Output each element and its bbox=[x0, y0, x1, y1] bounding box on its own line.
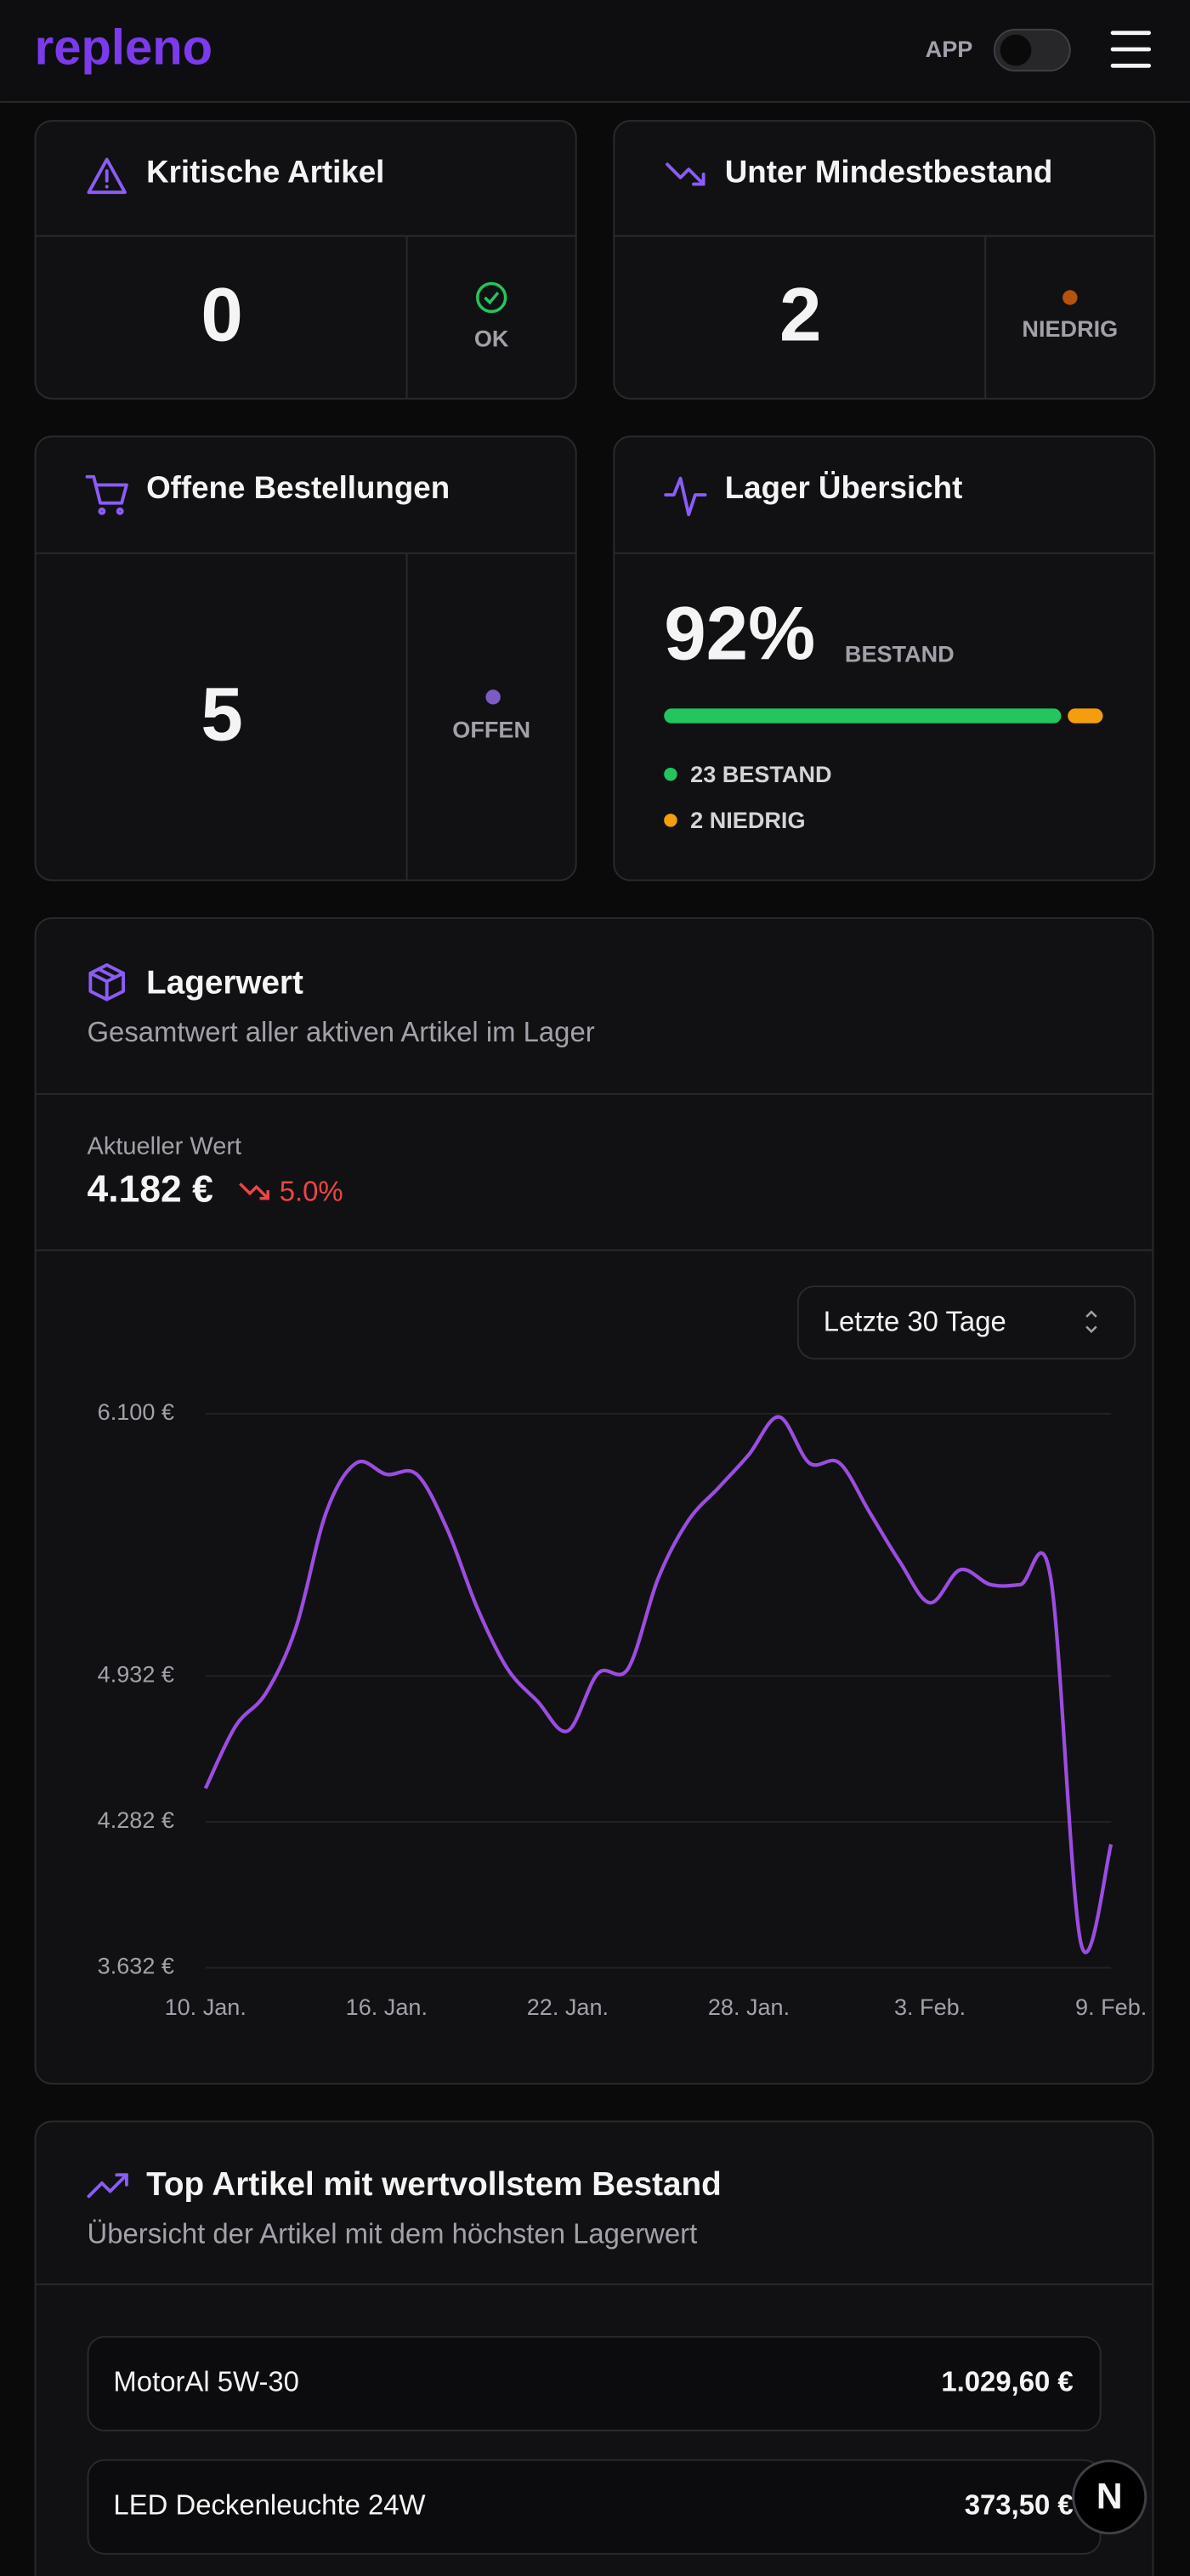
card bbox=[34, 435, 577, 882]
card bbox=[34, 120, 577, 400]
card-value: 5 bbox=[201, 671, 242, 756]
x-tick-label: 3. Feb. bbox=[894, 1994, 966, 2020]
change: 5.0% bbox=[280, 1176, 343, 1207]
change-icon bbox=[239, 1182, 269, 1200]
y-tick-label: 4.282 € bbox=[98, 1807, 174, 1833]
x-tick-label: 9. Feb. bbox=[1075, 1994, 1147, 2020]
stock-percent-label: BESTAND bbox=[845, 641, 955, 667]
article-name: LED Deckenleuchte 24W bbox=[113, 2488, 425, 2520]
box-icon bbox=[88, 963, 125, 1001]
dev-badge-text: N bbox=[1096, 2476, 1123, 2516]
line-chart: 3.632 € 4.282 € 4.932 € 6.100 € 10. Jan. 16. … bbox=[98, 1399, 1148, 2020]
trend-down-icon bbox=[666, 162, 706, 186]
toggle-knob bbox=[1000, 34, 1032, 66]
x-tick-label: 22. Jan. bbox=[527, 1994, 609, 2020]
range-select-text: Letzte 30 Tage bbox=[824, 1305, 1006, 1336]
card bbox=[613, 120, 1156, 400]
article-row[interactable] bbox=[87, 2335, 1102, 2431]
section-subtitle: Gesamtwert aller aktiven Artikel im Lage… bbox=[88, 1016, 595, 1047]
card bbox=[34, 916, 1154, 2085]
card-status: NIEDRIG bbox=[1022, 315, 1118, 342]
legend-label: 23 BESTAND bbox=[690, 761, 831, 787]
legend-dot bbox=[664, 768, 677, 781]
card-status: OK bbox=[474, 325, 509, 351]
article-list: MotorAl 5W-30 1.029,60 € LED Deckenleuchte… bbox=[87, 2335, 1102, 2555]
status-dot bbox=[1062, 290, 1078, 305]
y-tick-label: 3.632 € bbox=[98, 1953, 174, 1979]
y-tick-label: 4.932 € bbox=[98, 1660, 174, 1687]
legend-label: 2 NIEDRIG bbox=[690, 807, 805, 833]
x-tick-label: 16. Jan. bbox=[346, 1994, 428, 2020]
section-subtitle: Übersicht der Artikel mit dem höchsten L… bbox=[88, 2217, 698, 2249]
article-value: 1.029,60 € bbox=[941, 2365, 1073, 2397]
stock-percent: 92% bbox=[664, 591, 815, 676]
status-dot bbox=[485, 689, 501, 705]
card-title: Unter Mindestbestand bbox=[725, 155, 1053, 190]
x-tick-label: 28. Jan. bbox=[708, 1994, 790, 2020]
card-value: 0 bbox=[201, 272, 242, 357]
x-tick-label: 10. Jan. bbox=[165, 1994, 246, 2020]
card-status: OFFEN bbox=[452, 717, 530, 743]
card-title: Offene Bestellungen bbox=[146, 470, 450, 505]
section-title: Top Artikel mit wertvollstem Bestand bbox=[146, 2166, 722, 2203]
toggle-label: APP bbox=[926, 36, 973, 62]
y-tick-label: 6.100 € bbox=[98, 1399, 174, 1425]
card-title: Kritische Artikel bbox=[146, 155, 384, 190]
stock-bar-segment bbox=[1068, 708, 1103, 723]
brand[interactable]: repleno bbox=[35, 20, 213, 75]
warning-icon bbox=[87, 157, 127, 195]
header bbox=[0, 0, 1190, 102]
range-select[interactable] bbox=[796, 1285, 1136, 1360]
dev-badge[interactable] bbox=[1072, 2460, 1148, 2535]
stock-bar: 23 BESTAND 2 NIEDRIG bbox=[664, 708, 1103, 833]
card-title: Lager Übersicht bbox=[725, 470, 963, 505]
cart-icon bbox=[85, 474, 128, 515]
article-name: MotorAl 5W-30 bbox=[113, 2365, 299, 2397]
activity-icon bbox=[664, 476, 707, 517]
line bbox=[203, 1415, 1114, 1955]
current-label: Aktueller Wert bbox=[88, 1132, 242, 1160]
current-value: 4.182 € bbox=[88, 1169, 213, 1211]
legend-dot bbox=[664, 814, 677, 827]
trend-up-icon bbox=[87, 2173, 128, 2199]
chevron bbox=[1085, 1310, 1097, 1334]
stock-bar-segment bbox=[664, 708, 1062, 723]
section-title: Lagerwert bbox=[146, 964, 303, 1001]
ok-icon bbox=[476, 281, 507, 314]
menu-button[interactable] bbox=[1110, 31, 1152, 68]
article-value: 373,50 € bbox=[965, 2488, 1074, 2520]
card bbox=[613, 435, 1156, 882]
card-value: 2 bbox=[779, 272, 821, 357]
